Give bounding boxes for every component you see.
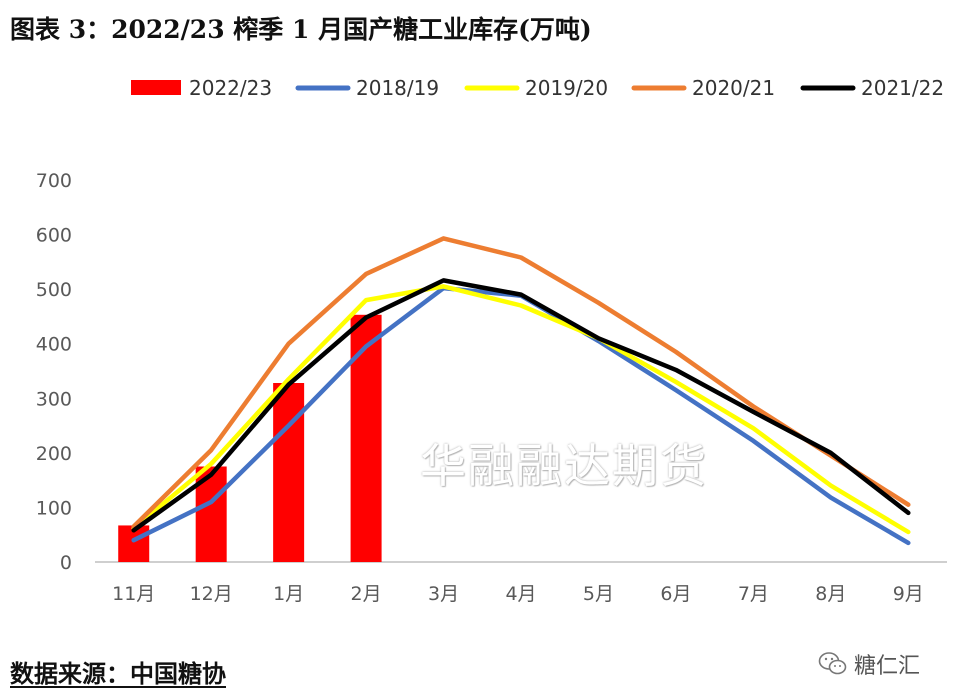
- y-tick-label: 600: [36, 225, 72, 247]
- watermark: 华融融达期货: [420, 439, 708, 493]
- line-layer: [131, 236, 911, 546]
- y-tick-label: 0: [60, 552, 72, 574]
- chart-title: 图表 3：2022/23 榨季 1 月国产糖工业库存(万吨): [10, 15, 592, 44]
- y-tick-label: 700: [36, 170, 72, 192]
- y-tick-label: 100: [36, 497, 72, 519]
- x-tick-label: 2月: [351, 583, 382, 605]
- x-tick-label: 4月: [505, 583, 536, 605]
- data-source: 数据来源：中国糖协: [10, 660, 226, 688]
- legend-label: 2018/19: [356, 76, 439, 100]
- legend-label: 2019/20: [525, 76, 608, 100]
- line-series-2020-21: [131, 236, 911, 529]
- bar-2022-23: [350, 314, 382, 562]
- brand-badge: 糖仁汇: [818, 648, 920, 680]
- legend-label: 2022/23: [189, 76, 272, 100]
- x-tick-label: 8月: [815, 583, 846, 605]
- y-tick-label: 300: [36, 388, 72, 410]
- x-tick-label: 5月: [583, 583, 614, 605]
- brand-name: 糖仁汇: [854, 654, 921, 679]
- axis-layer: 0 100 200 300 400 500 600 700 11月 12月 1月 2月 3月 4月 5月 6月…: [36, 170, 947, 605]
- x-tick-label: 12月: [190, 583, 233, 605]
- legend-label: 2021/22: [861, 76, 944, 100]
- bar-layer: [118, 314, 382, 562]
- x-tick-label: 6月: [660, 583, 691, 605]
- legend-label: 2020/21: [692, 76, 775, 100]
- legend: 2022/23 2018/19 2019/20 2020/21 2021/22: [131, 76, 944, 100]
- line-series-2018-19: [131, 285, 911, 546]
- line-series-2021-22: [131, 278, 911, 533]
- x-tick-label: 3月: [428, 583, 459, 605]
- bar-2022-23: [273, 383, 305, 562]
- wechat-icon: [818, 652, 847, 675]
- line-series-2019-20: [131, 284, 911, 535]
- y-tick-label: 200: [36, 443, 72, 465]
- y-tick-label: 500: [36, 279, 72, 301]
- x-tick-label: 11月: [112, 583, 155, 605]
- x-tick-label: 7月: [738, 583, 769, 605]
- legend-swatch-bar: [131, 80, 181, 95]
- x-tick-label: 9月: [893, 583, 924, 605]
- x-tick-label: 1月: [273, 583, 304, 605]
- y-tick-label: 400: [36, 334, 72, 356]
